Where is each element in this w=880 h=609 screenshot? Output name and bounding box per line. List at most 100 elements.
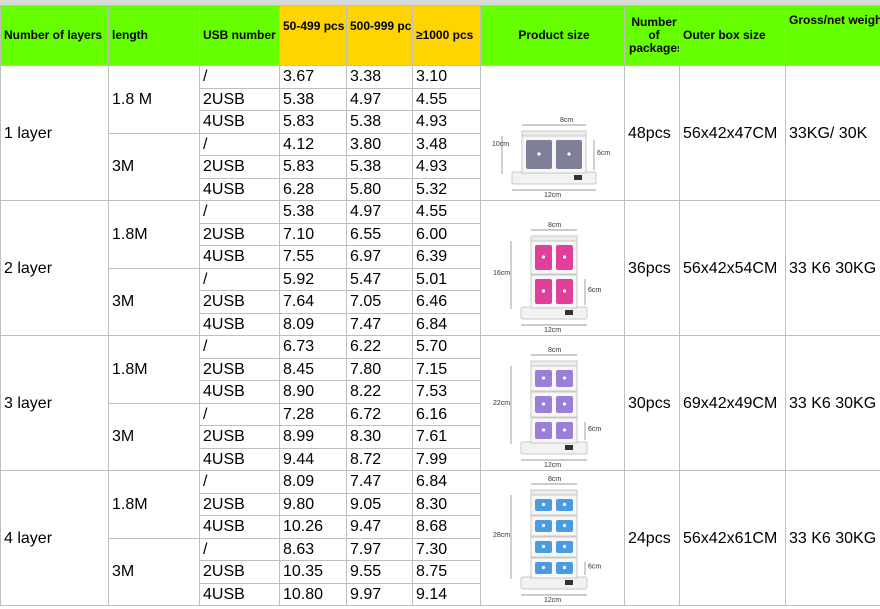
outer-box-size-cell: 56x42x47CM [679, 65, 786, 201]
price-500-999-cell: 5.38 [346, 110, 413, 134]
usb-number-cell: 2USB [199, 87, 280, 111]
dimension-label-left: 10cm [492, 141, 509, 148]
header-outer-box-size: Outer box size [679, 5, 786, 66]
socket-hole [541, 502, 546, 507]
usb-port-icon [574, 175, 582, 180]
usb-number-cell: 4USB [199, 177, 280, 201]
socket-hole [541, 523, 546, 528]
price-1000-plus-cell: 6.46 [412, 290, 481, 314]
socket-hole [562, 523, 567, 528]
dimension-label-left: 28cm [493, 532, 510, 539]
power-strip-top [521, 130, 587, 137]
table-row: 3M/5.92 5.47 5.01 [1, 267, 880, 336]
table-row: 2USB 8.99 8.30 7.61 [1, 425, 880, 449]
header-price-1000-plus: ≥1000 pcs [412, 5, 481, 66]
price-500-999-cell: 5.80 [346, 177, 413, 201]
price-500-999-cell: 6.22 [346, 335, 413, 359]
price-50-499-cell: 3.67 [279, 65, 347, 89]
usb-port-icon [565, 580, 573, 585]
usb-number-cell: 2USB [199, 155, 280, 179]
packages-cell: 36pcs [624, 200, 680, 336]
socket-hole [541, 255, 546, 259]
price-50-499-cell: 7.28 [279, 402, 347, 426]
power-strip-top [530, 489, 578, 496]
dimension-label-top: 8cm [548, 347, 561, 354]
price-50-499-cell: 7.10 [279, 222, 347, 246]
price-1000-plus-cell: 5.70 [412, 335, 481, 359]
price-500-999-cell: 5.47 [346, 267, 413, 291]
price-1000-plus-cell: 6.84 [412, 470, 481, 494]
table-row: 4USB 7.55 6.97 6.39 [1, 245, 880, 269]
weight-cell: 33 K6 30KG [785, 200, 880, 336]
socket-hole [567, 152, 571, 156]
power-strip-base [520, 576, 588, 590]
layer-cell: 3 layer [0, 335, 109, 471]
power-strip-base [520, 306, 588, 320]
power-strip-4-layer-image: 8cm 28cm 6cm 12cm [493, 476, 601, 603]
table-row: 4USB 9.44 8.72 7.99 [1, 447, 880, 471]
product-size-cell: 10cm 8cm 6cm 12cm [480, 65, 625, 201]
usb-number-cell: / [199, 132, 280, 156]
dimension-label-bottom: 12cm [544, 597, 561, 603]
price-50-499-cell: 8.45 [279, 357, 347, 381]
product-size-cell: 8cm 28cm 6cm 12cm [480, 470, 625, 606]
length-cell: 1.8 M [108, 65, 200, 134]
layer-cell: 1 layer [0, 65, 109, 201]
table-row: 2USB 5.83 5.38 4.93 [1, 155, 880, 179]
usb-number-cell: 4USB [199, 515, 280, 539]
price-500-999-cell: 7.47 [346, 470, 413, 494]
price-1000-plus-cell: 7.99 [412, 447, 481, 471]
table-row: 4 layer 1.8M/8.09 7.47 6.84 8cm 28cm 6cm 12cm 24… [0, 470, 880, 606]
price-50-499-cell: 7.55 [279, 245, 347, 269]
socket-hole [541, 565, 546, 570]
price-1000-plus-cell: 5.32 [412, 177, 481, 201]
table-row: 2USB 5.38 4.97 4.55 [1, 87, 880, 111]
usb-number-cell: 2USB [199, 560, 280, 584]
socket-hole [562, 502, 567, 507]
socket-hole [537, 152, 541, 156]
price-50-499-cell: 10.26 [279, 515, 347, 539]
usb-number-cell: / [199, 470, 280, 494]
price-50-499-cell: 5.38 [279, 87, 347, 111]
price-50-499-cell: 4.12 [279, 132, 347, 156]
price-1000-plus-cell: 7.15 [412, 357, 481, 381]
header-row: Number of layers length USB number 50-49… [0, 5, 880, 66]
price-500-999-cell: 6.72 [346, 402, 413, 426]
price-500-999-cell: 5.38 [346, 155, 413, 179]
length-cell: 3M [108, 537, 200, 606]
price-1000-plus-cell: 8.30 [412, 492, 481, 516]
dimension-label-right: 6cm [588, 564, 601, 571]
price-50-499-cell: 9.80 [279, 492, 347, 516]
table-row: 1 layer 1.8 M/3.67 3.38 3.10 10cm 8cm 6cm 12cm 4… [0, 65, 880, 201]
usb-number-cell: 4USB [199, 312, 280, 336]
table-row: 4USB 8.90 8.22 7.53 [1, 380, 880, 404]
price-50-499-cell: 8.99 [279, 425, 347, 449]
length-cell: 3M [108, 132, 200, 201]
dimension-label-right: 6cm [588, 426, 601, 433]
price-50-499-cell: 8.09 [279, 470, 347, 494]
length-cell: 3M [108, 402, 200, 471]
price-50-499-cell: 6.28 [279, 177, 347, 201]
weight-cell: 33 K6 30KG [785, 470, 880, 606]
sheet-top-strip [0, 0, 880, 7]
price-500-999-cell: 6.55 [346, 222, 413, 246]
usb-number-cell: 4USB [199, 582, 280, 606]
weight-cell: 33KG/ 30K [785, 65, 880, 201]
socket-hole [562, 544, 567, 549]
price-500-999-cell: 3.38 [346, 65, 413, 89]
usb-number-cell: 2USB [199, 290, 280, 314]
price-50-499-cell: 6.73 [279, 335, 347, 359]
socket-hole [541, 289, 546, 293]
price-1000-plus-cell: 6.16 [412, 402, 481, 426]
length-cell: 1.8M [108, 200, 200, 269]
price-500-999-cell: 4.97 [346, 87, 413, 111]
table-row: 2USB 7.10 6.55 6.00 [1, 222, 880, 246]
price-50-499-cell: 7.64 [279, 290, 347, 314]
socket-hole [562, 402, 567, 406]
dimension-label-top: 8cm [548, 222, 561, 229]
dimension-label-bottom: 12cm [544, 462, 561, 468]
socket-hole [541, 376, 546, 380]
header-length: length [108, 5, 200, 66]
price-1000-plus-cell: 8.68 [412, 515, 481, 539]
price-500-999-cell: 8.72 [346, 447, 413, 471]
